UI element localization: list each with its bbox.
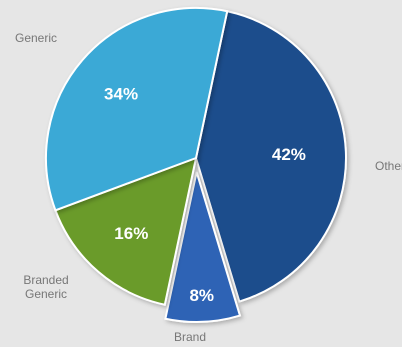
slice-value-brand: 8%: [189, 286, 214, 305]
slice-label-brand: Brand: [174, 330, 206, 344]
pie-slice-other: [194, 10, 347, 303]
pie-slice-branded-generic: [54, 156, 198, 306]
slice-value-other: 42%: [272, 145, 306, 164]
slice-value-generic: 34%: [104, 84, 138, 103]
slice-label-branded-generic: Branded Generic: [23, 273, 68, 301]
slice-label-generic: Generic: [15, 31, 57, 45]
slice-value-branded-generic: 16%: [114, 224, 148, 243]
pie-slice-brand: [164, 171, 242, 323]
slice-label-other: Other: [375, 159, 402, 173]
pie-slice-generic: [45, 7, 229, 212]
